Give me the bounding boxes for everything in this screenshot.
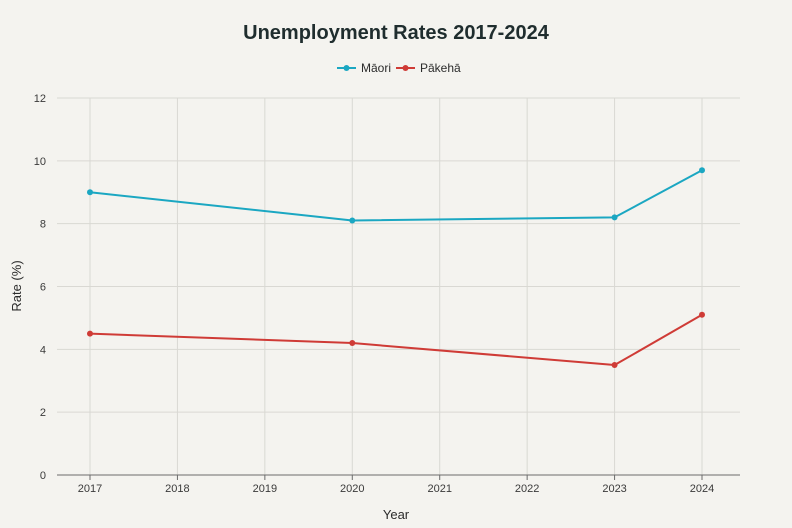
data-point-pakeha[interactable]	[349, 340, 356, 347]
series-line-pakeha	[89, 313, 703, 367]
y-tick-label: 8	[40, 219, 46, 231]
x-tick-label: 2023	[602, 483, 626, 495]
data-point-maori[interactable]	[611, 214, 618, 221]
data-point-maori[interactable]	[87, 189, 93, 196]
x-tick-label: 2019	[253, 483, 277, 495]
legend-item-pakeha[interactable]: Pākehā	[396, 61, 461, 75]
legend: Māori Pākehā	[337, 61, 461, 75]
data-point-maori[interactable]	[699, 167, 705, 174]
series-line-maori	[89, 169, 703, 222]
x-tick-label: 2022	[515, 483, 539, 495]
x-tick-label: 2024	[690, 483, 714, 495]
legend-marker	[343, 65, 350, 71]
data-point-pakeha[interactable]	[699, 311, 705, 318]
data-point-pakeha[interactable]	[87, 330, 93, 337]
x-axis-label: Year	[383, 507, 410, 522]
y-tick-label: 6	[40, 282, 46, 294]
legend-label: Māori	[361, 61, 391, 75]
chart-title: Unemployment Rates 2017-2024	[243, 22, 550, 44]
grid	[57, 97, 740, 475]
axes: 0 2 4 6 8 10 12 2017 2018 2019 2020 2021 2022 2023 202…	[34, 93, 740, 495]
x-tick-label: 2020	[340, 483, 364, 495]
legend-label: Pākehā	[420, 61, 461, 75]
y-tick-label: 4	[40, 344, 46, 356]
x-tick-label: 2018	[165, 483, 189, 495]
y-tick-label: 10	[34, 156, 46, 168]
series-layer	[87, 167, 705, 369]
data-point-pakeha[interactable]	[611, 362, 618, 369]
y-tick-label: 0	[40, 470, 46, 482]
x-tick-label: 2017	[78, 483, 102, 495]
x-tick-label: 2021	[427, 483, 451, 495]
legend-item-maori[interactable]: Māori	[337, 61, 391, 75]
legend-marker	[402, 65, 409, 71]
y-tick-label: 2	[40, 407, 46, 419]
y-axis-label: Rate (%)	[9, 260, 24, 311]
y-tick-label: 12	[34, 93, 46, 105]
data-point-maori[interactable]	[349, 217, 356, 224]
